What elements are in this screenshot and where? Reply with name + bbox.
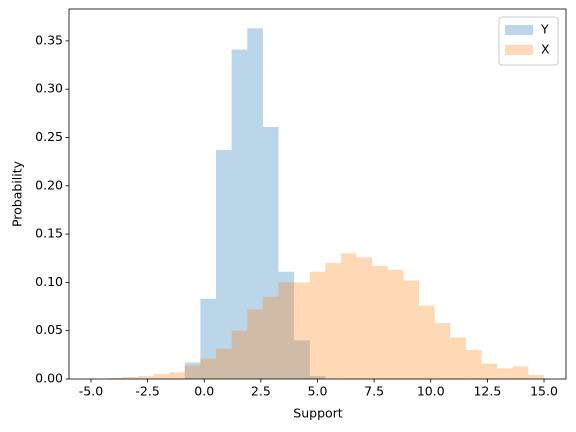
x-tick-label: 12.5 — [473, 384, 501, 399]
y-tick-label: 0.35 — [35, 32, 63, 47]
bar — [341, 253, 357, 379]
y-tick-label: 0.10 — [35, 274, 63, 289]
bar — [278, 271, 295, 379]
bar — [465, 350, 482, 379]
y-tick-label: 0.25 — [35, 129, 63, 144]
bar — [356, 257, 373, 379]
x-tick-label: 0.0 — [194, 384, 214, 399]
bar — [247, 309, 263, 379]
bar — [122, 377, 138, 379]
bar — [450, 337, 466, 379]
bar — [247, 28, 263, 380]
x-tick-label: 2.5 — [251, 384, 271, 399]
bar — [387, 269, 404, 379]
bar — [403, 280, 419, 379]
bar — [309, 376, 326, 379]
bar — [231, 330, 248, 379]
bar — [372, 265, 388, 379]
bar — [184, 362, 201, 379]
bar — [153, 374, 170, 379]
bar — [528, 375, 545, 379]
bar — [325, 263, 342, 379]
x-axis-label: Support — [293, 406, 343, 421]
x-tick-label: 7.5 — [364, 384, 384, 399]
bar — [497, 368, 513, 379]
bar — [262, 126, 279, 379]
x-tick-label: -2.5 — [135, 384, 159, 399]
y-tick-label: 0.15 — [35, 226, 63, 241]
y-tick-label: 0.20 — [35, 177, 63, 192]
legend-frame — [498, 16, 559, 66]
bar — [200, 298, 217, 379]
bar — [278, 282, 295, 379]
legend-swatch — [505, 25, 533, 35]
y-tick-label: 0.05 — [35, 322, 63, 337]
bar — [231, 49, 248, 380]
bar — [434, 322, 451, 379]
bar — [106, 378, 123, 379]
y-tick-label: 0.30 — [35, 81, 63, 96]
legend-label: Y — [540, 22, 549, 37]
legend-label: X — [541, 42, 550, 57]
bar — [309, 271, 326, 379]
bar — [294, 282, 310, 379]
bar — [418, 305, 435, 379]
bar — [216, 150, 232, 379]
x-tick-label: 15.0 — [530, 384, 558, 399]
y-tick-label: 0.00 — [35, 371, 63, 386]
bar — [262, 296, 279, 379]
x-tick-label: 5.0 — [308, 384, 328, 399]
legend-swatch — [505, 45, 533, 55]
bar — [512, 366, 529, 379]
bar — [137, 376, 154, 379]
bar — [200, 358, 217, 379]
x-tick-label: 10.0 — [417, 384, 445, 399]
bar — [481, 363, 498, 379]
bar — [294, 340, 310, 379]
x-tick-label: -5.0 — [79, 384, 103, 399]
bar — [169, 372, 185, 379]
bar — [216, 349, 232, 379]
bar — [184, 365, 201, 379]
y-axis-label: Probability — [10, 160, 25, 227]
